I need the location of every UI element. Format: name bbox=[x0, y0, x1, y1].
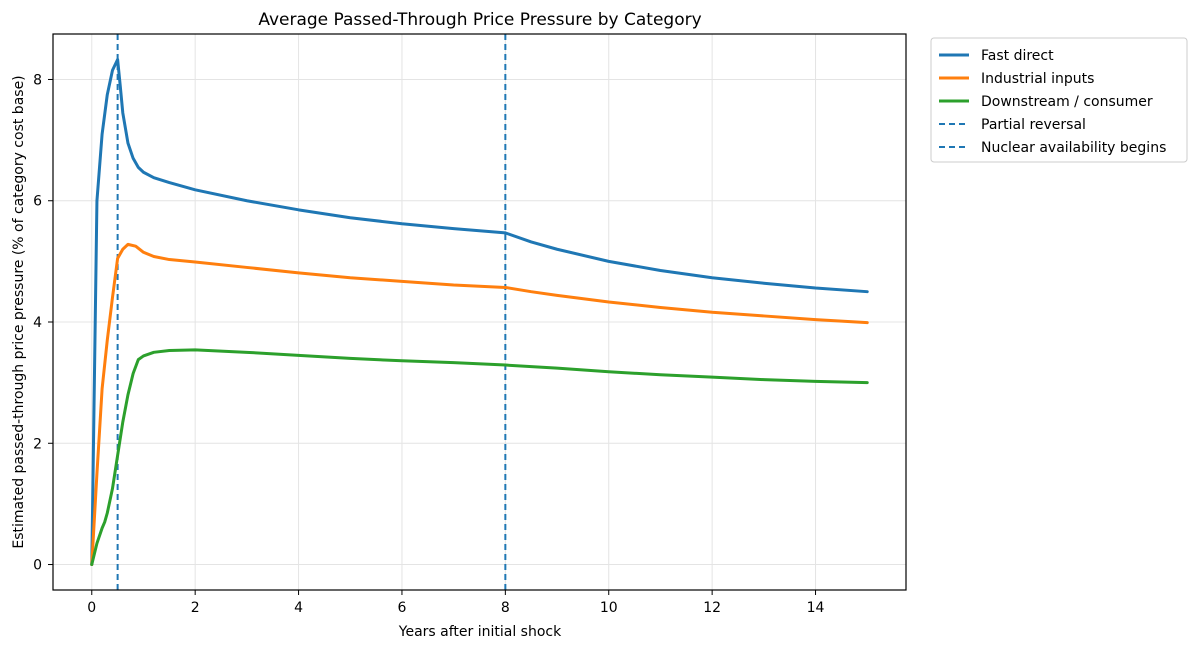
x-tick-label: 10 bbox=[600, 600, 618, 616]
y-tick-label: 8 bbox=[33, 72, 42, 88]
series-line-industrial-inputs bbox=[90, 242, 869, 567]
y-axis: 0 2 4 6 8 bbox=[33, 72, 53, 574]
y-tick-label: 2 bbox=[33, 436, 42, 452]
legend-label: Downstream / consumer bbox=[981, 94, 1153, 110]
x-tick-label: 8 bbox=[501, 600, 510, 616]
x-axis-label: Years after initial shock bbox=[398, 624, 562, 640]
legend-label: Partial reversal bbox=[981, 117, 1086, 133]
x-tick-label: 0 bbox=[87, 600, 96, 616]
series-line-fast-direct bbox=[90, 57, 869, 567]
x-tick-label: 14 bbox=[807, 600, 825, 616]
grid bbox=[53, 34, 906, 590]
y-tick-label: 6 bbox=[33, 194, 42, 210]
legend-label: Industrial inputs bbox=[981, 71, 1094, 87]
legend-label: Fast direct bbox=[981, 48, 1054, 64]
x-tick-label: 2 bbox=[191, 600, 200, 616]
x-tick-label: 12 bbox=[703, 600, 721, 616]
series-group bbox=[90, 57, 869, 567]
x-axis: 0 2 4 6 8 10 12 14 bbox=[87, 590, 825, 616]
legend-box bbox=[930, 37, 1188, 163]
y-axis-label: Estimated passed-through price pressure … bbox=[11, 75, 27, 548]
y-tick-label: 4 bbox=[33, 315, 42, 331]
series-line-downstream-consumer bbox=[90, 348, 869, 567]
chart-title: Average Passed-Through Price Pressure by… bbox=[258, 10, 701, 30]
y-tick-label: 0 bbox=[33, 558, 42, 574]
legend: Fast direct Industrial inputs Downstream /… bbox=[930, 37, 1188, 163]
x-tick-label: 4 bbox=[294, 600, 303, 616]
x-tick-label: 6 bbox=[397, 600, 406, 616]
plot-frame bbox=[52, 33, 907, 591]
reference-lines bbox=[116, 34, 507, 590]
legend-label: Nuclear availability begins bbox=[981, 140, 1166, 156]
